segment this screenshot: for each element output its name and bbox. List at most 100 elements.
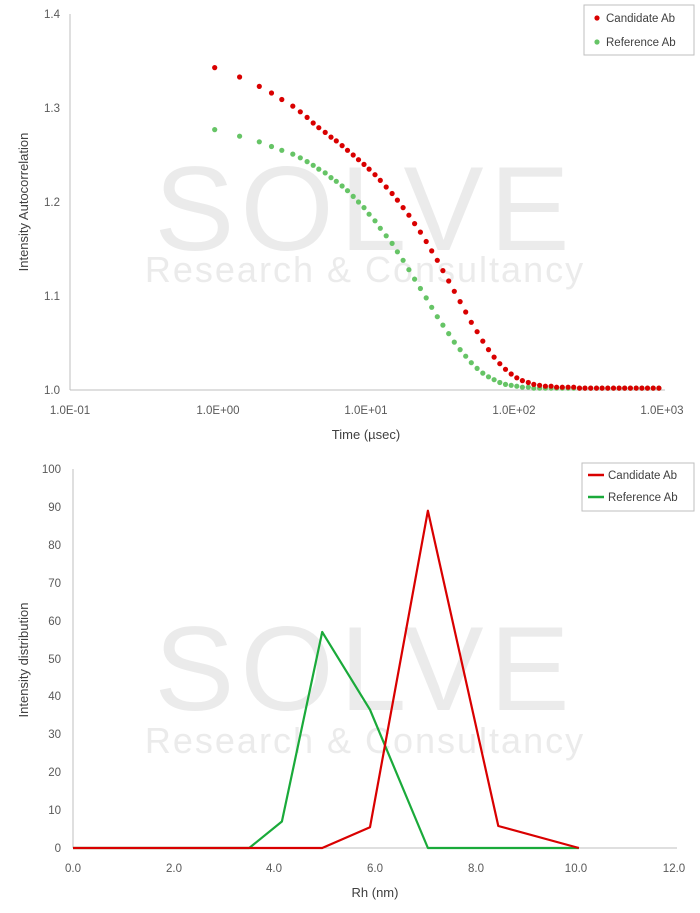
data-point-candidate [588,385,594,391]
data-point-candidate [463,309,469,315]
data-point-reference [429,304,435,310]
data-point-candidate [361,161,367,167]
data-point-candidate [310,120,316,126]
data-point-reference [468,360,474,366]
data-point-candidate [559,384,565,390]
series-line-candidate [73,509,580,850]
data-point-candidate [554,384,560,390]
data-point-reference [463,353,469,359]
data-point-candidate [383,184,389,190]
data-point-reference [310,162,316,168]
chart1-legend-box [583,4,695,56]
data-point-candidate [571,384,577,390]
data-point-candidate [366,166,372,172]
data-point-candidate [355,157,362,163]
data-point-reference [531,385,537,391]
data-point-reference [344,188,351,194]
data-point-candidate [389,190,395,197]
data-point-reference [474,365,480,371]
chart2-y-tick-label: 10 [48,805,61,817]
data-point-candidate [344,147,351,153]
data-point-candidate [480,338,486,344]
data-point-candidate [339,143,345,149]
chart1-y-axis-title: Intensity Autocorrelation [16,133,31,272]
data-point-candidate [333,138,339,144]
data-point-reference [389,240,395,246]
legend-marker-reference [594,39,600,45]
chart1-y-tick-label: 1.2 [44,197,60,209]
data-point-reference [328,175,334,181]
watermark-tagline-bottom: Research & Consultancy [145,720,585,761]
chart2-x-tick-label: 10.0 [565,863,587,875]
data-point-candidate [297,109,303,115]
data-point-candidate [576,385,583,391]
data-point-reference [304,159,310,165]
chart2-y-axis-title: Intensity distribution [16,603,31,718]
data-point-candidate [406,212,412,218]
data-point-reference [237,133,243,139]
data-point-reference [417,285,423,292]
chart2-y-tick-label: 60 [48,616,61,628]
intensity-distribution-chart: 100 90 80 70 60 50 40 30 20 10 0 0.0 2.0… [16,462,695,900]
data-point-reference [514,383,520,389]
chart1-x-tick-label: 1.0E+03 [640,405,683,417]
data-point-candidate [256,83,262,89]
data-point-reference [519,384,526,390]
data-point-candidate [656,385,662,391]
data-point-reference [525,384,531,390]
chart2-y-tick-label: 80 [48,540,61,552]
data-point-reference [297,155,303,161]
data-point-reference [485,374,492,380]
chart2-y-tick-label: 40 [48,691,61,703]
data-point-candidate [548,383,554,389]
data-point-candidate [485,347,492,353]
data-point-reference [451,339,457,345]
chart2-y-tick-label: 100 [42,464,61,476]
data-point-candidate [627,385,634,391]
data-point-reference [256,139,262,145]
data-point-candidate [468,319,474,325]
data-point-reference [355,199,362,205]
chart1-x-tick-label: 1.0E+00 [196,405,239,417]
data-point-candidate [429,248,435,254]
chart1-x-tick-label: 1.0E-01 [50,405,90,417]
data-point-candidate [212,65,218,71]
chart1-x-tick-label: 1.0E+02 [492,405,535,417]
data-point-candidate [328,134,334,140]
data-point-reference [508,382,514,388]
data-point-reference [446,331,452,337]
data-point-reference [322,170,328,176]
data-point-candidate [434,257,440,263]
chart2-x-tick-label: 4.0 [266,863,282,875]
chart2-x-axis-title: Rh (nm) [352,885,399,900]
data-point-candidate [350,152,356,158]
data-point-candidate [537,382,543,388]
data-point-candidate [446,278,452,284]
data-point-candidate [593,385,600,391]
data-point-candidate [237,74,243,80]
chart1-legend: Candidate Ab Reference Ab [583,4,695,56]
chart2-y-tick-label: 70 [48,578,61,590]
data-point-candidate [639,385,645,391]
autocorrelation-chart: 1.4 1.3 1.2 1.1 1.0 1.0E-01 1.0E+00 1.0E… [16,4,695,442]
data-point-candidate [423,238,429,245]
chart2-y-tick-label: 0 [55,843,61,855]
chart2-x-tick-label: 12.0 [663,863,685,875]
data-point-candidate [650,385,656,391]
data-point-reference [480,370,486,376]
data-point-reference [400,257,406,263]
data-point-reference [361,205,367,211]
data-point-reference [279,147,285,153]
data-point-candidate [525,379,531,386]
chart1-y-tick-label: 1.3 [44,103,60,115]
legend-label-reference: Reference Ab [608,492,678,504]
data-point-candidate [616,385,622,391]
data-point-candidate [457,299,463,305]
data-point-candidate [290,103,296,109]
chart1-data-points [212,65,662,391]
data-point-candidate [497,361,503,367]
data-point-reference [491,377,497,383]
data-point-candidate [542,383,549,389]
data-point-reference [423,295,429,301]
data-point-reference [394,249,400,255]
